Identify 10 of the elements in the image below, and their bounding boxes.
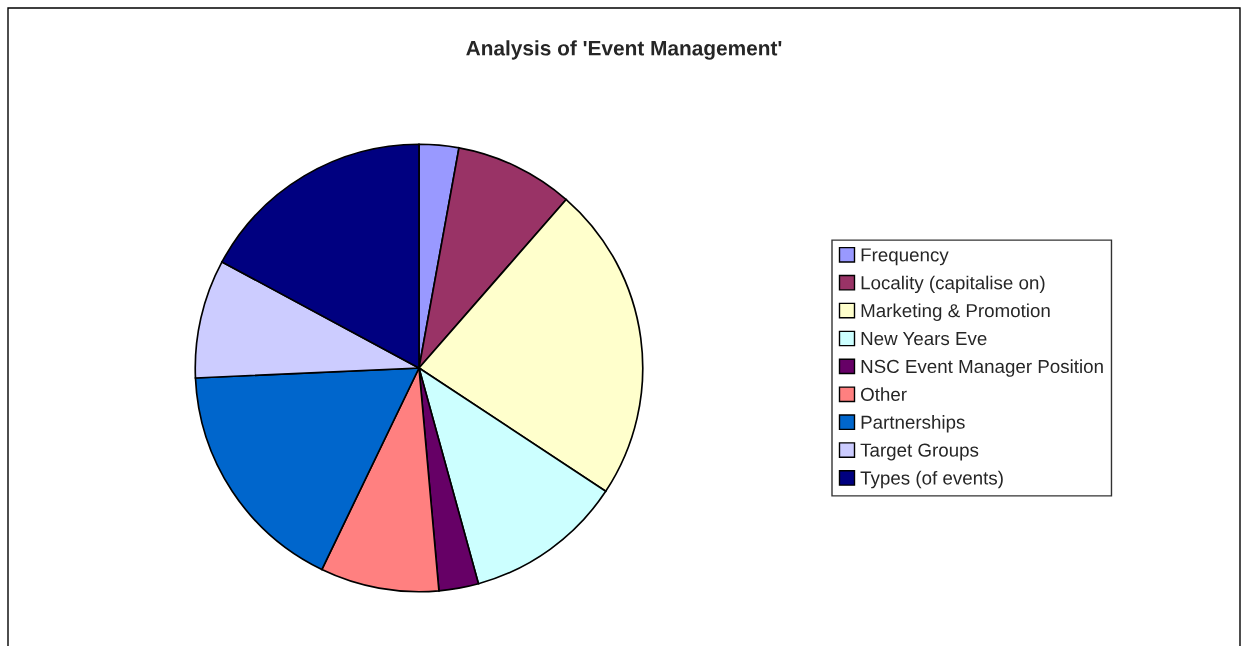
legend-label: Marketing & Promotion [861, 303, 1050, 322]
legend-label: Frequency [861, 248, 949, 266]
legend-label: Other [861, 387, 907, 401]
legend-label: NSC Event Manager Position [861, 359, 1103, 377]
legend-label: New Years Eve [861, 332, 987, 346]
legend-label: Target Groups [860, 443, 979, 461]
legend-label: Partnerships [861, 415, 965, 433]
legend-label: Types (of events) [860, 470, 1003, 489]
chart-title: Analysis of 'Event Management' [466, 40, 782, 60]
legend-label: Locality (capitalise on) [861, 275, 1045, 294]
